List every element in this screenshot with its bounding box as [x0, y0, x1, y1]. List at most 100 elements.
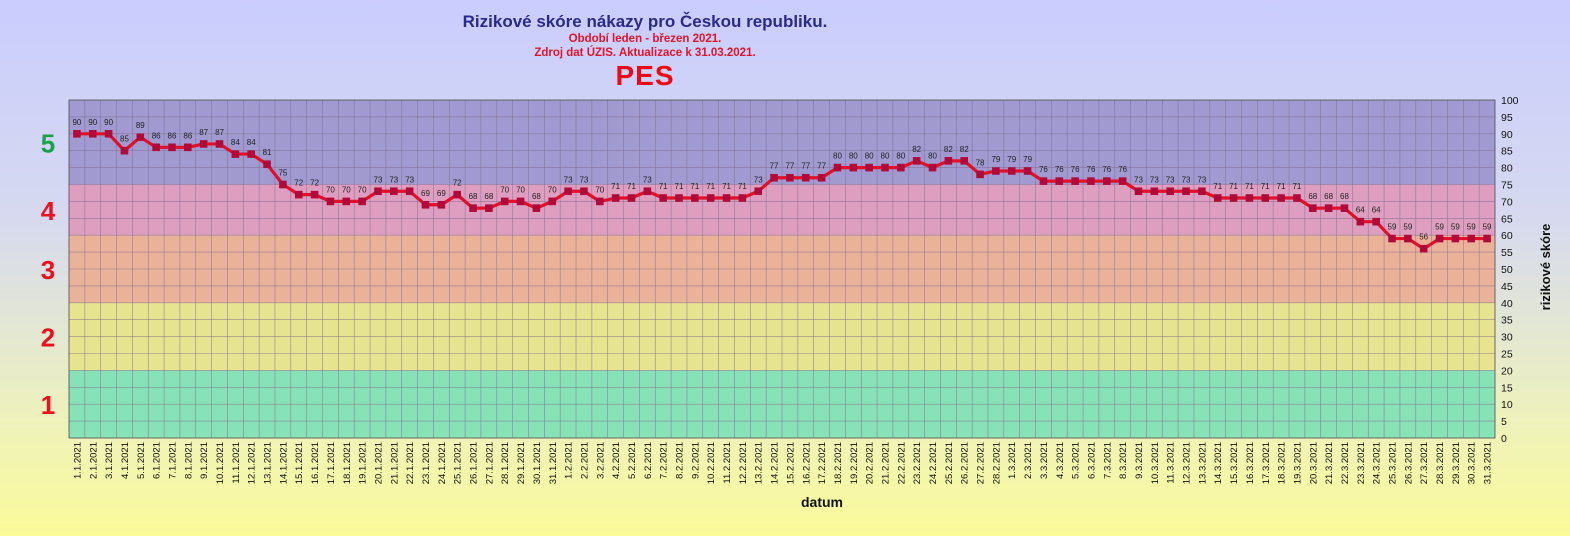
data-label: 72	[453, 179, 462, 188]
x-tick-label: 20.3.2021	[1308, 442, 1319, 484]
y-tick-label: 90	[1501, 129, 1513, 141]
data-label: 59	[1403, 223, 1412, 232]
data-label: 64	[1372, 206, 1381, 215]
x-tick-label: 28.3.2021	[1435, 442, 1446, 484]
data-point	[1388, 234, 1396, 243]
data-label: 90	[88, 118, 97, 127]
x-tick-label: 5.2.2021	[627, 442, 638, 479]
x-tick-label: 25.1.2021	[453, 442, 464, 484]
data-label: 75	[278, 169, 287, 178]
data-label: 70	[326, 185, 335, 194]
data-label: 84	[231, 138, 240, 147]
x-tick-label: 23.2.2021	[912, 442, 923, 484]
x-tick-label: 1.3.2021	[1007, 442, 1018, 479]
data-label: 73	[374, 175, 383, 184]
x-tick-label: 5.1.2021	[136, 442, 147, 479]
data-label: 81	[263, 148, 272, 157]
data-label: 87	[199, 128, 208, 137]
data-point	[992, 167, 1000, 175]
y-tick-label: 0	[1501, 433, 1507, 445]
y-tick-label: 30	[1501, 332, 1513, 344]
data-label: 59	[1451, 223, 1460, 232]
data-label: 78	[976, 158, 985, 167]
x-tick-label: 9.1.2021	[199, 442, 210, 479]
y-tick-label: 35	[1501, 315, 1513, 327]
data-point	[1451, 234, 1460, 243]
y-tick-label: 20	[1501, 365, 1513, 377]
data-point	[564, 187, 572, 196]
data-point	[421, 200, 430, 209]
x-tick-label: 25.2.2021	[944, 442, 955, 484]
data-point	[247, 150, 256, 158]
data-point	[1150, 187, 1159, 196]
data-point	[310, 190, 319, 199]
data-point	[279, 180, 287, 189]
chart-title: Rizikové skóre nákazy pro Českou republi…	[462, 12, 828, 31]
data-point	[1182, 187, 1190, 196]
grid-lines	[68, 99, 1496, 439]
x-tick-label: 15.2.2021	[785, 442, 796, 484]
data-label: 86	[168, 131, 177, 140]
y-tick-labels: 0 5 10 15 20 25 30 35 40 45 50 55 60 65 70 75 80 85 90 95 10…	[1501, 95, 1519, 445]
data-label: 71	[1292, 182, 1301, 191]
x-tick-label: 11.1.2021	[231, 442, 242, 484]
data-label: 69	[421, 189, 430, 198]
data-point	[1023, 167, 1032, 175]
data-point	[263, 160, 271, 169]
data-label: 71	[1277, 182, 1286, 191]
x-tick-label: 14.3.2021	[1213, 442, 1224, 484]
data-label: 73	[389, 175, 398, 184]
x-tick-label: 20.1.2021	[373, 442, 384, 484]
data-label: 59	[1435, 223, 1444, 232]
x-tick-label: 3.2.2021	[595, 442, 606, 479]
data-label: 82	[912, 145, 921, 154]
y-tick-label: 50	[1501, 264, 1513, 276]
x-tick-label: 26.2.2021	[960, 442, 971, 484]
x-tick-label: 18.1.2021	[342, 442, 353, 484]
x-tick-label: 11.2.2021	[722, 442, 733, 484]
data-label: 79	[1023, 155, 1032, 164]
data-label: 86	[183, 131, 192, 140]
x-tick-label: 8.3.2021	[1118, 442, 1129, 479]
data-point	[548, 197, 557, 206]
data-point	[1483, 234, 1491, 243]
x-tick-label: 6.3.2021	[1086, 442, 1097, 479]
x-tick-label: 28.2.2021	[991, 442, 1002, 484]
data-label: 79	[1007, 155, 1016, 164]
data-point	[675, 194, 683, 202]
data-label: 70	[358, 185, 367, 194]
data-point	[1293, 194, 1301, 202]
data-label: 90	[104, 118, 113, 127]
data-point	[944, 157, 953, 165]
data-label: 71	[1229, 182, 1238, 191]
data-point	[500, 197, 509, 206]
x-tick-label: 18.3.2021	[1277, 442, 1288, 484]
data-point	[294, 190, 303, 199]
data-label: 87	[215, 128, 224, 137]
x-tick-label: 22.3.2021	[1340, 442, 1351, 484]
data-point	[1324, 204, 1333, 212]
x-tick-label: 20.2.2021	[865, 442, 876, 484]
x-tick-label: 27.1.2021	[484, 442, 495, 484]
level-label-1: 1	[41, 390, 55, 420]
data-label: 73	[1150, 175, 1159, 184]
data-label: 76	[1118, 165, 1127, 174]
y-tick-label: 25	[1501, 349, 1513, 361]
data-point	[833, 163, 842, 172]
data-point	[722, 194, 731, 202]
x-tick-label: 2.3.2021	[1023, 442, 1034, 479]
x-tick-label: 14.1.2021	[278, 442, 289, 484]
data-label: 82	[944, 145, 953, 154]
x-tick-label: 7.3.2021	[1102, 442, 1113, 479]
x-tick-label: 26.1.2021	[469, 442, 480, 484]
data-label: 84	[247, 138, 256, 147]
data-label: 80	[849, 152, 858, 161]
data-label: 73	[579, 175, 588, 184]
x-tick-label: 2.2.2021	[579, 442, 590, 479]
data-point	[390, 187, 398, 196]
y-tick-label: 15	[1501, 382, 1513, 394]
data-point	[801, 173, 810, 182]
data-label: 68	[469, 192, 478, 201]
plot-border	[68, 99, 1496, 439]
data-label: 71	[675, 182, 684, 191]
